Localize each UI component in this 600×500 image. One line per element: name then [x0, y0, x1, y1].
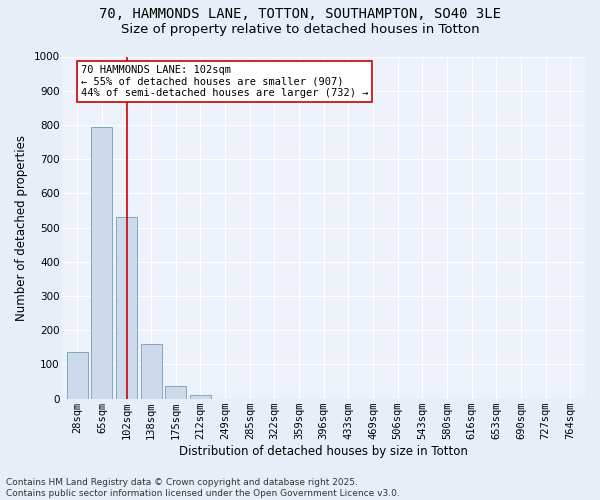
Bar: [67, 352, 88, 399]
Text: 70, HAMMONDS LANE, TOTTON, SOUTHAMPTON, SO40 3LE: 70, HAMMONDS LANE, TOTTON, SOUTHAMPTON, …: [99, 8, 501, 22]
Text: Contains HM Land Registry data © Crown copyright and database right 2025.
Contai: Contains HM Land Registry data © Crown c…: [6, 478, 400, 498]
X-axis label: Distribution of detached houses by size in Totton: Distribution of detached houses by size …: [179, 444, 468, 458]
Y-axis label: Number of detached properties: Number of detached properties: [15, 134, 28, 320]
Text: 70 HAMMONDS LANE: 102sqm
← 55% of detached houses are smaller (907)
44% of semi-: 70 HAMMONDS LANE: 102sqm ← 55% of detach…: [81, 65, 368, 98]
Bar: [91, 126, 112, 398]
Bar: [166, 386, 187, 398]
Text: Size of property relative to detached houses in Totton: Size of property relative to detached ho…: [121, 22, 479, 36]
Bar: [116, 218, 137, 398]
Bar: [190, 394, 211, 398]
Bar: [141, 344, 161, 399]
